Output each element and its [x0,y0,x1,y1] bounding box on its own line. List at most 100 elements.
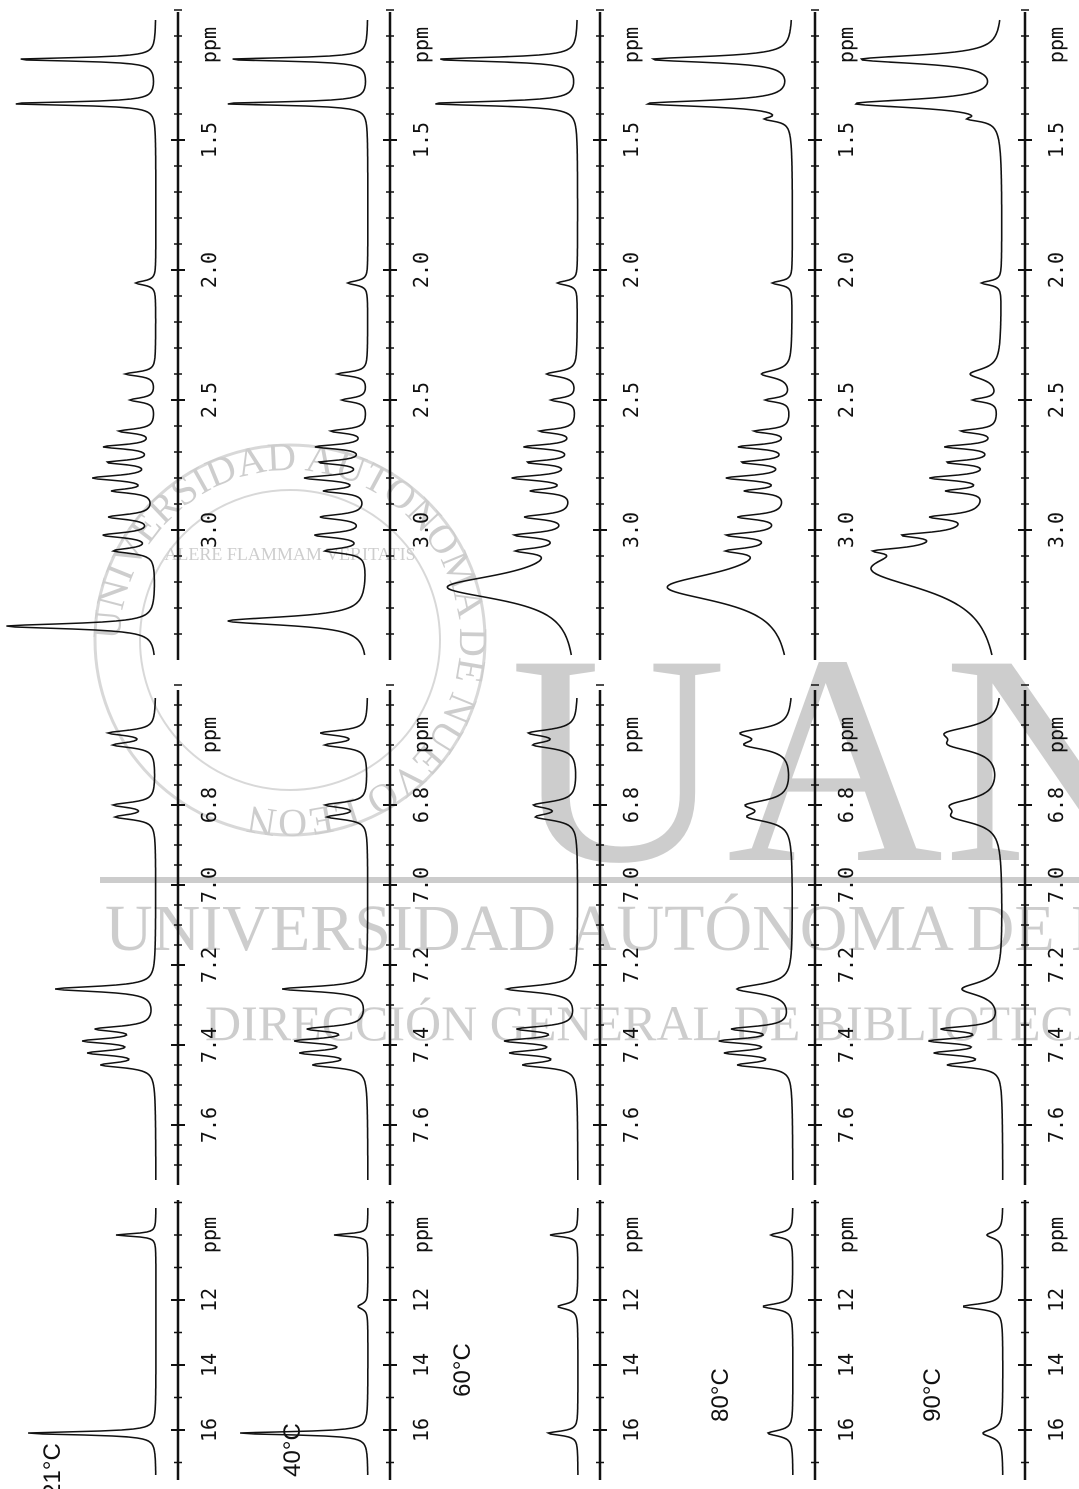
temperature-label: 90°C [919,1368,946,1422]
tick-label: 3.0 [834,512,858,548]
tick-label: 1.5 [409,122,433,158]
tick-label: 12 [197,1288,221,1312]
tick-label: 6.8 [1044,787,1068,823]
spectra: 21°C ppm 1.5 2.0 2.5 3.0 ppm 6.8 7.0 7.2 7.4 7.6 ppm… [6,9,1068,1489]
tick-label: 7.4 [197,1027,221,1063]
temperature-label: 80°C [707,1368,734,1422]
tick-label: 7.2 [619,947,643,983]
spectrum-trace [545,1208,579,1475]
axis-unit: ppm [834,717,858,753]
spectrum-trace [240,1207,369,1475]
tick-label: 7.2 [834,947,858,983]
axis-unit: ppm [197,27,221,63]
tick-label: 14 [619,1353,643,1377]
institution: UNIVERSIDAD AUTÓNOMA DE NUEVO LEÓN [105,892,1079,965]
spectrum-trace [718,697,794,1180]
tick-label: 7.0 [1044,867,1068,903]
tick-label: 2.5 [619,382,643,418]
tick-label: 16 [1044,1418,1068,1442]
tick-label: 2.5 [409,382,433,418]
tick-label: 12 [619,1288,643,1312]
tick-label: 7.2 [1044,947,1068,983]
tick-label: 16 [834,1418,858,1442]
tick-label: 7.4 [1044,1027,1068,1063]
axis-unit: ppm [409,1217,433,1253]
axis-unit: ppm [834,1217,858,1253]
spectrum-trace [854,19,1003,656]
tick-label: 14 [197,1353,221,1377]
tick-label: 6.8 [619,787,643,823]
axis-unit: ppm [619,1217,643,1253]
tick-label: 7.6 [619,1107,643,1143]
axis-unit: ppm [834,27,858,63]
tick-label: 1.5 [834,122,858,158]
axis-unit: ppm [409,717,433,753]
spectrum-trace [644,19,794,656]
spectrum-trace [6,20,157,656]
spectrum-trace [963,1208,1004,1475]
tick-label: 7.0 [619,867,643,903]
spectrum-trace [435,19,579,656]
tick-label: 6.8 [409,787,433,823]
tick-label: 7.4 [834,1027,858,1063]
tick-label: 2.5 [834,382,858,418]
tick-label: 7.6 [197,1107,221,1143]
tick-label: 7.4 [619,1027,643,1063]
tick-label: 3.0 [197,512,221,548]
logo: UANL [510,593,1079,925]
tick-label: 12 [1044,1288,1068,1312]
tick-label: 1.5 [197,122,221,158]
tick-label: 7.6 [1044,1107,1068,1143]
temperature-label: 21°C [39,1443,66,1489]
spectrum-trace [762,1208,794,1475]
seal-outline [93,443,487,837]
tick-label: 3.0 [409,512,433,548]
tick-label: 6.8 [197,787,221,823]
tick-label: 16 [409,1418,433,1442]
tick-label: 7.2 [409,947,433,983]
spectrum-trace [503,698,579,1180]
tick-label: 7.0 [409,867,433,903]
tick-label: 2.0 [197,252,221,288]
tick-label: 12 [409,1288,433,1312]
spectrum-trace [28,1208,157,1475]
axis-unit: ppm [619,27,643,63]
spectrum-trace [55,698,157,1180]
seal-motto: ALERE FLAMMAM VERITATIS [164,544,415,564]
tick-label: 7.6 [409,1107,433,1143]
axis-unit: ppm [619,717,643,753]
tick-label: 14 [834,1353,858,1377]
spectrum-trace [281,698,369,1180]
axis-unit: ppm [1044,27,1068,63]
spectrum-trace [227,20,369,656]
tick-label: 1.5 [619,122,643,158]
tick-label: 14 [409,1353,433,1377]
tick-label: 12 [834,1288,858,1312]
tick-label: 7.0 [197,867,221,903]
tick-label: 2.0 [1044,252,1068,288]
tick-label: 7.0 [834,867,858,903]
axis-unit: ppm [409,27,433,63]
seal-ring-text: UNIVERSIDAD AUTONOMA DE NUEVO LEON [84,434,497,847]
tick-label: 2.0 [619,252,643,288]
seal-ring-path: UNIVERSIDAD AUTONOMA DE NUEVO LEON [84,434,497,847]
axis-unit: ppm [197,1217,221,1253]
tick-label: 16 [197,1418,221,1442]
tick-label: 7.2 [197,947,221,983]
watermark: UNIVERSIDAD AUTONOMA DE NUEVO LEON ALERE… [84,434,1079,1051]
temperature-label: 60°C [449,1343,476,1397]
tick-label: 7.4 [409,1027,433,1063]
seal-inner [139,489,441,791]
tick-label: 6.8 [834,787,858,823]
tick-label: 7.6 [834,1107,858,1143]
axis-unit: ppm [1044,717,1068,753]
axis-unit: ppm [197,717,221,753]
tick-label: 3.0 [619,512,643,548]
tick-label: 14 [1044,1353,1068,1377]
tick-label: 1.5 [1044,122,1068,158]
tick-label: 2.5 [1044,382,1068,418]
tick-label: 2.5 [197,382,221,418]
tick-label: 3.0 [1044,512,1068,548]
tick-label: 16 [619,1418,643,1442]
